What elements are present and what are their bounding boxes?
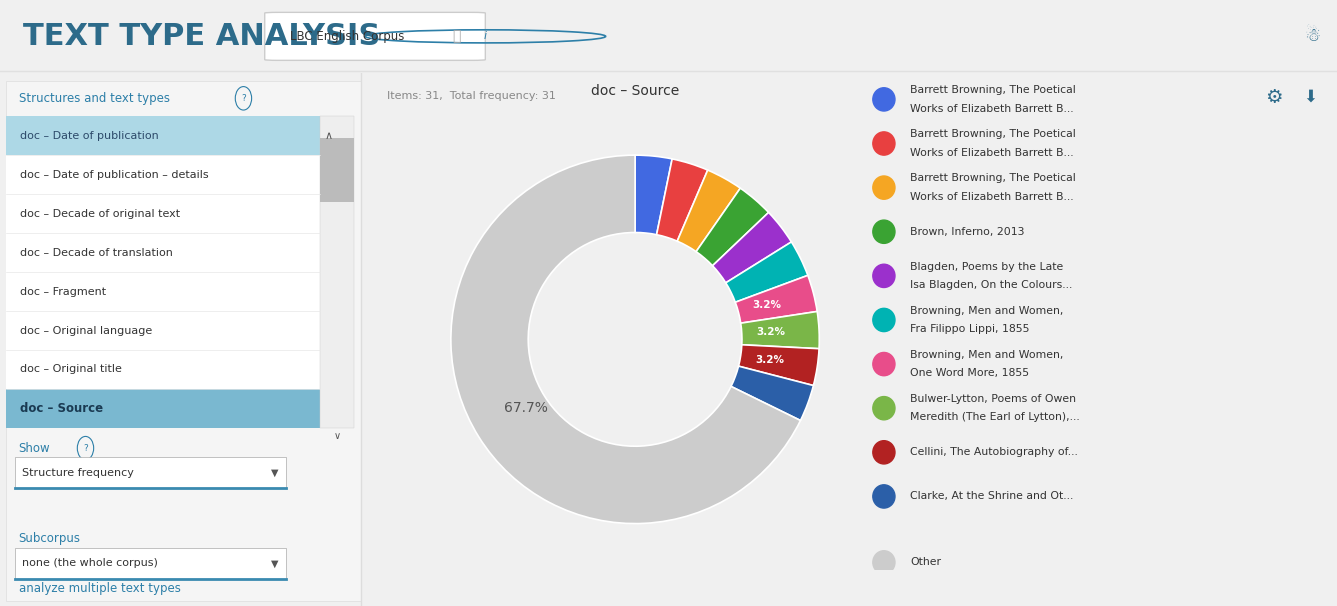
FancyBboxPatch shape bbox=[5, 195, 320, 233]
Circle shape bbox=[873, 176, 894, 199]
FancyBboxPatch shape bbox=[321, 116, 354, 428]
Text: ?: ? bbox=[83, 444, 88, 453]
Text: Works of Elizabeth Barrett B...: Works of Elizabeth Barrett B... bbox=[910, 104, 1074, 113]
Text: Meredith (The Earl of Lytton),...: Meredith (The Earl of Lytton),... bbox=[910, 413, 1080, 422]
Text: LBC English Corpus: LBC English Corpus bbox=[290, 30, 405, 43]
Wedge shape bbox=[741, 311, 820, 348]
Circle shape bbox=[873, 441, 894, 464]
Text: ∧: ∧ bbox=[325, 131, 333, 141]
Text: i: i bbox=[484, 32, 487, 41]
Text: doc – Date of publication: doc – Date of publication bbox=[20, 131, 159, 141]
Text: doc – Date of publication – details: doc – Date of publication – details bbox=[20, 170, 209, 180]
Wedge shape bbox=[726, 242, 808, 302]
Wedge shape bbox=[635, 155, 673, 235]
Text: TEXT TYPE ANALYSIS: TEXT TYPE ANALYSIS bbox=[23, 22, 380, 51]
Text: ☃: ☃ bbox=[1305, 27, 1321, 45]
FancyBboxPatch shape bbox=[5, 233, 320, 272]
Text: Browning, Men and Women,: Browning, Men and Women, bbox=[910, 306, 1063, 316]
Text: 3.2%: 3.2% bbox=[757, 327, 786, 338]
FancyBboxPatch shape bbox=[321, 138, 354, 202]
Text: Browning, Men and Women,: Browning, Men and Women, bbox=[910, 350, 1063, 360]
Wedge shape bbox=[731, 366, 813, 421]
Wedge shape bbox=[697, 188, 769, 266]
FancyBboxPatch shape bbox=[15, 548, 286, 579]
Text: ⬇: ⬇ bbox=[1304, 88, 1317, 105]
Text: 3.2%: 3.2% bbox=[753, 300, 782, 310]
Text: doc – Fragment: doc – Fragment bbox=[20, 287, 107, 296]
Circle shape bbox=[873, 132, 894, 155]
Text: 3.2%: 3.2% bbox=[755, 355, 785, 365]
Title: doc – Source: doc – Source bbox=[591, 84, 679, 98]
Circle shape bbox=[873, 551, 894, 574]
Text: One Word More, 1855: One Word More, 1855 bbox=[910, 368, 1029, 378]
Text: Items: 31,  Total frequency: 31: Items: 31, Total frequency: 31 bbox=[388, 92, 556, 101]
Text: Works of Elizabeth Barrett B...: Works of Elizabeth Barrett B... bbox=[910, 148, 1074, 158]
Text: Works of Elizabeth Barrett B...: Works of Elizabeth Barrett B... bbox=[910, 192, 1074, 202]
Text: ▼: ▼ bbox=[271, 558, 279, 568]
Wedge shape bbox=[713, 213, 792, 283]
Text: doc – Original title: doc – Original title bbox=[20, 364, 122, 375]
FancyBboxPatch shape bbox=[5, 81, 361, 601]
Text: Fra Filippo Lippi, 1855: Fra Filippo Lippi, 1855 bbox=[910, 324, 1029, 334]
Text: Other: Other bbox=[910, 558, 941, 567]
Text: Brown, Inferno, 2013: Brown, Inferno, 2013 bbox=[910, 227, 1024, 237]
Text: ?: ? bbox=[241, 94, 246, 103]
Text: Show: Show bbox=[19, 442, 51, 454]
Text: analyze multiple text types: analyze multiple text types bbox=[19, 582, 180, 596]
Text: Barrett Browning, The Poetical: Barrett Browning, The Poetical bbox=[910, 85, 1076, 95]
FancyBboxPatch shape bbox=[5, 311, 320, 350]
Wedge shape bbox=[451, 155, 801, 524]
Text: Bulwer-Lytton, Poems of Owen: Bulwer-Lytton, Poems of Owen bbox=[910, 394, 1076, 404]
Circle shape bbox=[873, 485, 894, 508]
FancyBboxPatch shape bbox=[5, 389, 320, 428]
Circle shape bbox=[873, 353, 894, 376]
Circle shape bbox=[873, 308, 894, 331]
FancyBboxPatch shape bbox=[5, 116, 320, 155]
Text: Barrett Browning, The Poetical: Barrett Browning, The Poetical bbox=[910, 173, 1076, 184]
FancyBboxPatch shape bbox=[15, 457, 286, 488]
Text: Clarke, At the Shrine and Ot...: Clarke, At the Shrine and Ot... bbox=[910, 491, 1074, 501]
Circle shape bbox=[873, 396, 894, 420]
FancyBboxPatch shape bbox=[5, 155, 320, 195]
Text: ⌕: ⌕ bbox=[452, 29, 460, 44]
Text: none (the whole corpus): none (the whole corpus) bbox=[23, 558, 158, 568]
Text: 67.7%: 67.7% bbox=[504, 401, 548, 415]
Wedge shape bbox=[656, 159, 707, 241]
Text: doc – Source: doc – Source bbox=[20, 402, 103, 415]
Text: Barrett Browning, The Poetical: Barrett Browning, The Poetical bbox=[910, 129, 1076, 139]
Wedge shape bbox=[678, 170, 741, 251]
Wedge shape bbox=[738, 345, 820, 385]
FancyBboxPatch shape bbox=[5, 272, 320, 311]
Circle shape bbox=[873, 264, 894, 287]
Text: doc – Decade of original text: doc – Decade of original text bbox=[20, 209, 180, 219]
Circle shape bbox=[873, 220, 894, 244]
Wedge shape bbox=[735, 275, 817, 323]
Text: Blagden, Poems by the Late: Blagden, Poems by the Late bbox=[910, 262, 1063, 271]
Circle shape bbox=[873, 88, 894, 111]
Text: Structure frequency: Structure frequency bbox=[23, 468, 134, 478]
Text: Isa Blagden, On the Colours...: Isa Blagden, On the Colours... bbox=[910, 280, 1072, 290]
FancyBboxPatch shape bbox=[5, 350, 320, 389]
Text: Cellini, The Autobiography of...: Cellini, The Autobiography of... bbox=[910, 447, 1078, 458]
FancyBboxPatch shape bbox=[265, 12, 485, 61]
Text: ▼: ▼ bbox=[271, 468, 279, 478]
Text: doc – Original language: doc – Original language bbox=[20, 325, 152, 336]
Text: Subcorpus: Subcorpus bbox=[19, 532, 80, 545]
Text: doc – Decade of translation: doc – Decade of translation bbox=[20, 248, 174, 258]
Text: ∨: ∨ bbox=[333, 431, 341, 441]
Text: Structures and text types: Structures and text types bbox=[19, 92, 170, 105]
Text: ⚙: ⚙ bbox=[1265, 88, 1282, 107]
